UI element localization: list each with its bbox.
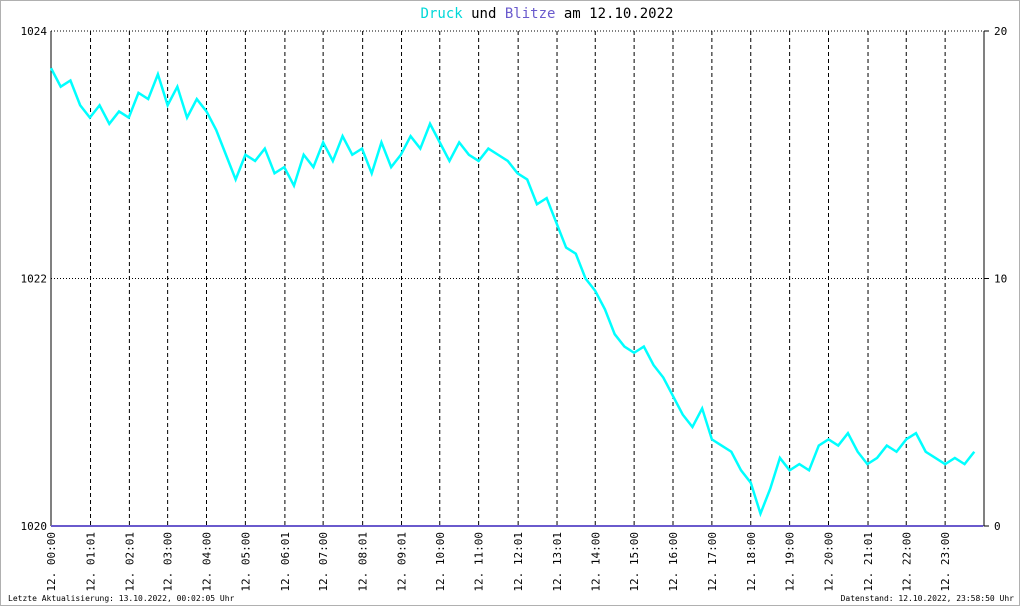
series-line	[49, 67, 976, 518]
title-joiner: und	[471, 6, 496, 22]
x-tick-label: 12. 16:00	[667, 532, 680, 592]
x-tick-label: 12. 23:00	[939, 532, 952, 592]
x-tick-label: 12. 22:00	[900, 532, 913, 592]
x-tick-label: 12. 21:01	[862, 532, 875, 592]
y-tick-label: 1022	[21, 273, 48, 286]
y2-tick-label: 20	[994, 25, 1007, 38]
x-tick-label: 12. 19:00	[784, 532, 797, 592]
x-tick-label: 12. 01:01	[85, 532, 98, 592]
y-tick-label: 1020	[21, 520, 48, 533]
x-tick-label: 12. 11:00	[473, 532, 486, 592]
x-tick-label: 12. 05:00	[239, 532, 252, 592]
x-tick-label: 12. 00:00	[45, 532, 58, 592]
x-tick-label: 12. 13:01	[551, 532, 564, 592]
x-tick-label: 12. 20:00	[823, 532, 836, 592]
plot-area	[51, 31, 984, 526]
x-tick-label: 12. 15:00	[628, 532, 641, 592]
y2-tick-label: 0	[994, 520, 1001, 533]
x-tick-label: 12. 06:01	[279, 532, 292, 592]
title-druck: Druck	[421, 6, 464, 22]
y-tick-label: 1024	[21, 25, 48, 38]
chart-title: Druck und Blitze am 12.10.2022	[421, 6, 674, 22]
y2-tick-label: 10	[994, 273, 1007, 286]
x-tick-label: 12. 08:01	[357, 532, 370, 592]
x-tick-label: 12. 04:00	[201, 532, 214, 592]
x-tick-label: 12. 02:01	[123, 532, 136, 592]
x-tick-label: 12. 09:01	[396, 532, 409, 592]
x-tick-label: 12. 18:00	[745, 532, 758, 592]
x-tick-label: 12. 12:01	[512, 532, 525, 592]
x-tick-label: 12. 17:00	[706, 532, 719, 592]
title-blitze: Blitze	[505, 6, 556, 22]
x-tick-label: 12. 07:00	[317, 532, 330, 592]
title-suffix: am 12.10.2022	[564, 6, 674, 22]
x-tick-label: 12. 03:00	[162, 532, 175, 592]
footer-right: Datenstand: 12.10.2022, 23:58:50 Uhr	[841, 594, 1015, 603]
x-tick-label: 12. 14:00	[589, 532, 602, 592]
x-tick-label: 12. 10:00	[434, 532, 447, 592]
footer-left: Letzte Aktualisierung: 13.10.2022, 00:02…	[8, 594, 235, 603]
